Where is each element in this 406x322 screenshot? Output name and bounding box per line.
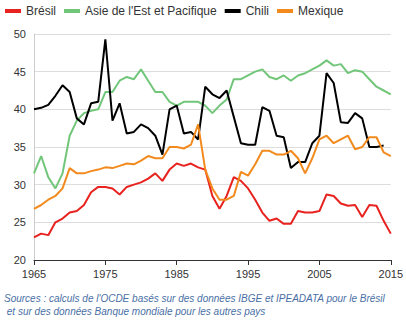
svg-text:1965: 1965 xyxy=(22,268,46,280)
svg-text:et sur des données Banque mond: et sur des données Banque mondiale pour … xyxy=(4,306,265,317)
svg-text:40: 40 xyxy=(14,103,26,115)
svg-text:Brésil: Brésil xyxy=(26,4,56,18)
svg-text:50: 50 xyxy=(14,28,26,40)
svg-text:25: 25 xyxy=(14,216,26,228)
svg-text:30: 30 xyxy=(14,179,26,191)
svg-text:Chili: Chili xyxy=(246,4,269,18)
svg-text:1975: 1975 xyxy=(93,268,117,280)
svg-text:45: 45 xyxy=(14,66,26,78)
svg-text:Mexique: Mexique xyxy=(298,4,344,18)
svg-text:35: 35 xyxy=(14,141,26,153)
svg-text:Asie de l'Est et Pacifique: Asie de l'Est et Pacifique xyxy=(85,4,217,18)
svg-text:Sources : calculs de l'OCDE ba: Sources : calculs de l'OCDE basés sur de… xyxy=(4,293,386,304)
svg-text:2015: 2015 xyxy=(379,268,403,280)
svg-text:20: 20 xyxy=(14,254,26,266)
svg-text:1985: 1985 xyxy=(164,268,188,280)
svg-text:1995: 1995 xyxy=(236,268,260,280)
svg-text:2005: 2005 xyxy=(307,268,331,280)
